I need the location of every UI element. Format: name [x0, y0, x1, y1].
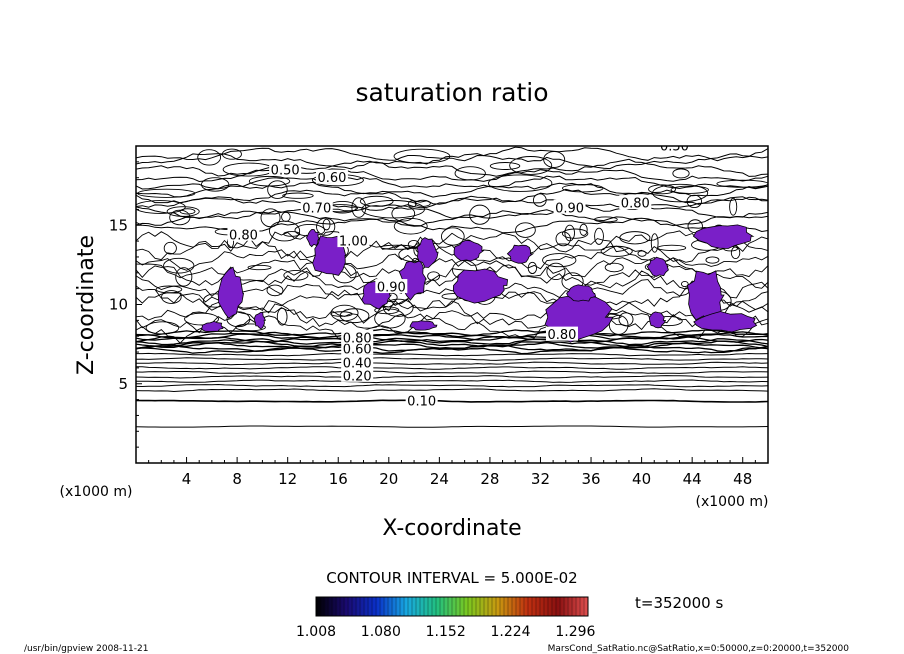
x-axis-label: X-coordinate [382, 516, 521, 541]
y-unit-note: (x1000 m) [60, 484, 133, 500]
colorbar-tick-label-3: 1.224 [490, 624, 530, 640]
saturated-regions [201, 224, 758, 343]
saturated-region-1 [217, 266, 244, 319]
saturated-region-15 [201, 320, 224, 332]
contour-interval-label: CONTOUR INTERVAL = 5.000E-02 [326, 569, 577, 587]
colorbar-tick-label-4: 1.296 [555, 624, 595, 640]
saturated-region-13 [646, 256, 669, 277]
saturated-region-12 [693, 311, 758, 333]
chart-title: saturation ratio [355, 78, 548, 107]
x-axis-ticks: 4 8 12 16 20 24 28 32 36 40 44 48 [148, 457, 756, 488]
x-tick-label-11: 48 [733, 470, 752, 488]
contour-label-5: 1.00 [339, 235, 368, 250]
contour-label-8: 0.70 [302, 201, 331, 216]
colorbar-tick-label-1: 1.080 [361, 624, 401, 640]
contour-label-10: 0.90 [377, 281, 406, 296]
colorbar-ticks: 1.008 1.080 1.152 1.224 1.296 [296, 597, 596, 640]
x-tick-label-3: 16 [329, 470, 348, 488]
contour-label-9: 0.80 [229, 228, 258, 243]
x-tick-label-2: 12 [278, 470, 297, 488]
saturated-region-14 [648, 311, 667, 329]
contour-label-3: 0.60 [343, 342, 372, 357]
x-tick-label-0: 4 [182, 470, 192, 488]
x-tick-label-9: 40 [632, 470, 651, 488]
time-label: t=352000 s [635, 594, 723, 612]
y-axis-ticks: 5 10 15 [109, 161, 142, 448]
contour-labels: 0.100.200.400.600.801.000.500.600.700.80… [227, 140, 691, 410]
saturated-region-10 [692, 224, 755, 249]
y-tick-label-1: 10 [109, 296, 128, 314]
saturated-region-17 [409, 320, 438, 331]
x-tick-label-6: 28 [480, 470, 499, 488]
footer-right: MarsCond_SatRatio.nc@SatRatio,x=0:50000,… [548, 644, 850, 654]
x-unit-note: (x1000 m) [696, 494, 769, 510]
contour-label-6: 0.50 [271, 163, 300, 178]
contour-label-13: 0.90 [555, 201, 584, 216]
x-tick-label-7: 32 [531, 470, 550, 488]
saturated-region-9 [566, 284, 597, 302]
contour-label-2: 0.40 [343, 357, 372, 372]
contour-label-0: 0.10 [407, 395, 436, 410]
contour-label-12: 0.80 [621, 197, 650, 212]
x-tick-label-10: 44 [683, 470, 702, 488]
y-tick-label-0: 5 [118, 375, 128, 393]
x-tick-label-8: 36 [581, 470, 600, 488]
saturated-region-5 [452, 268, 509, 304]
x-tick-label-1: 8 [232, 470, 242, 488]
saturated-region-7 [506, 244, 535, 264]
saturated-region-6 [453, 239, 485, 262]
y-tick-label-2: 15 [109, 216, 128, 234]
colorbar-tick-label-2: 1.152 [426, 624, 466, 640]
contour-label-1: 0.20 [343, 369, 372, 384]
contour-label-14: 0.80 [547, 328, 576, 343]
contour-label-7: 0.60 [317, 171, 346, 186]
saturated-region-18 [306, 228, 321, 248]
saturated-region-4 [416, 237, 439, 268]
colorbar-tick-label-0: 1.008 [296, 624, 336, 640]
saturated-region-16 [254, 311, 267, 330]
x-tick-label-5: 24 [430, 470, 449, 488]
footer-left: /usr/bin/gpview 2008-11-21 [24, 644, 148, 654]
plot-area: 0.100.200.400.600.801.000.500.600.700.80… [109, 140, 769, 488]
contour-label-4: 0.80 [343, 331, 372, 346]
contour-label-11: 0.50 [660, 140, 689, 155]
x-tick-label-4: 20 [379, 470, 398, 488]
y-axis-label: Z-coordinate [74, 235, 99, 375]
